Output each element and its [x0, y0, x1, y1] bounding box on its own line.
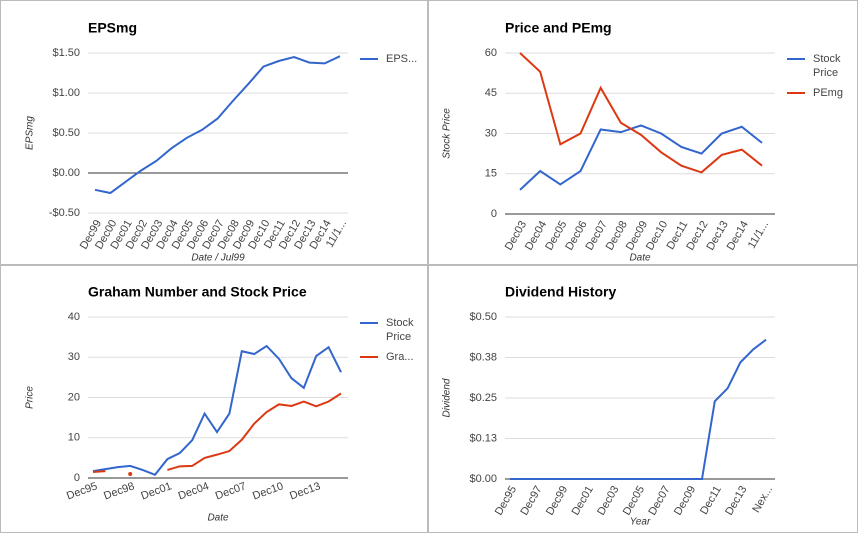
data-point	[128, 471, 133, 476]
series-line	[167, 392, 342, 471]
panel	[0, 265, 428, 533]
y-tick-label: 45	[485, 87, 497, 99]
x-axis-label: Date / Jul99	[191, 253, 245, 264]
chart-title: Graham Number and Stock Price	[88, 284, 307, 300]
y-tick-label: 60	[485, 47, 497, 59]
series-line	[92, 344, 342, 476]
legend-label: EPS...	[386, 53, 417, 65]
y-tick-label: 15	[485, 168, 497, 180]
series-line	[94, 55, 341, 195]
y-tick-label: $1.50	[52, 47, 80, 59]
y-tick-label: 30	[485, 127, 497, 139]
legend-label: Stock Price	[386, 317, 417, 343]
y-tick-label: 0	[74, 472, 80, 484]
y-tick-label: $0.13	[469, 432, 497, 444]
y-tick-label: $1.00	[52, 87, 80, 99]
y-tick-label: $0.00	[52, 167, 80, 179]
y-tick-label: 30	[68, 351, 80, 363]
y-tick-label: $0.25	[469, 392, 497, 404]
y-tick-label: 0	[491, 208, 497, 220]
chart-title: EPSmg	[88, 20, 137, 36]
series-line	[92, 470, 106, 473]
series-line	[510, 338, 767, 480]
y-axis-label: Stock Price	[442, 108, 453, 159]
y-axis-label: Dividend	[442, 378, 453, 417]
y-axis-label: EPSmg	[25, 116, 36, 150]
y-tick-label: -$0.50	[49, 207, 80, 219]
legend-label: PEmg	[813, 87, 843, 99]
series-line	[519, 52, 763, 174]
legend-label: Stock Price	[813, 53, 844, 79]
y-tick-label: $0.50	[52, 127, 80, 139]
chart-title: Dividend History	[505, 284, 616, 300]
x-axis-label: Year	[630, 517, 651, 528]
panel	[428, 265, 858, 533]
y-tick-label: 20	[68, 391, 80, 403]
y-tick-label: $0.38	[469, 351, 497, 363]
legend-label: Gra...	[386, 351, 414, 363]
panel	[428, 0, 858, 265]
x-axis-label: Date	[629, 253, 651, 264]
y-tick-label: $0.50	[469, 311, 497, 323]
series-line	[519, 124, 763, 191]
x-axis-label: Date	[207, 513, 229, 524]
y-tick-label: 40	[68, 311, 80, 323]
y-tick-label: $0.00	[469, 473, 497, 485]
chart-title: Price and PEmg	[505, 20, 612, 36]
y-axis-label: Price	[25, 386, 36, 409]
y-tick-label: 10	[68, 432, 80, 444]
